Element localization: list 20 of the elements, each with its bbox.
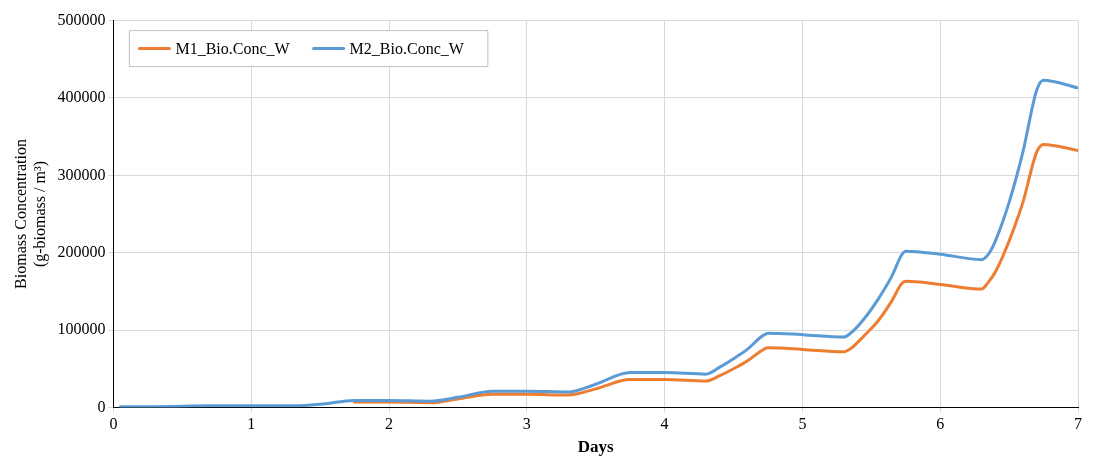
y-tick-label: 100000 [57,320,106,338]
y-tick-label: 300000 [57,165,106,183]
x-tick-label: 4 [660,415,669,433]
y-tick-label: 400000 [57,88,106,106]
legend-label: M1_Bio.Conc_W [175,39,291,57]
x-tick-label: 0 [109,415,118,433]
line-series [353,142,1078,405]
y-axis-title: Biomass Concentration (g-biomass / m³) [11,139,49,289]
x-axis-title: Days [577,437,615,457]
y-tick-label: 200000 [57,242,106,260]
y-tick-label: 0 [97,397,106,415]
legend-label: M2_Bio.Conc_W [349,39,465,57]
x-tick-label: 7 [1074,415,1082,433]
x-tick-label: 3 [522,415,531,433]
x-tick-label: 6 [936,415,945,433]
y-tick-label: 500000 [57,10,106,28]
x-tick-label: 5 [798,415,807,433]
line-series [118,78,1078,408]
x-tick-label: 2 [385,415,393,433]
x-tick-label: 1 [247,415,256,433]
